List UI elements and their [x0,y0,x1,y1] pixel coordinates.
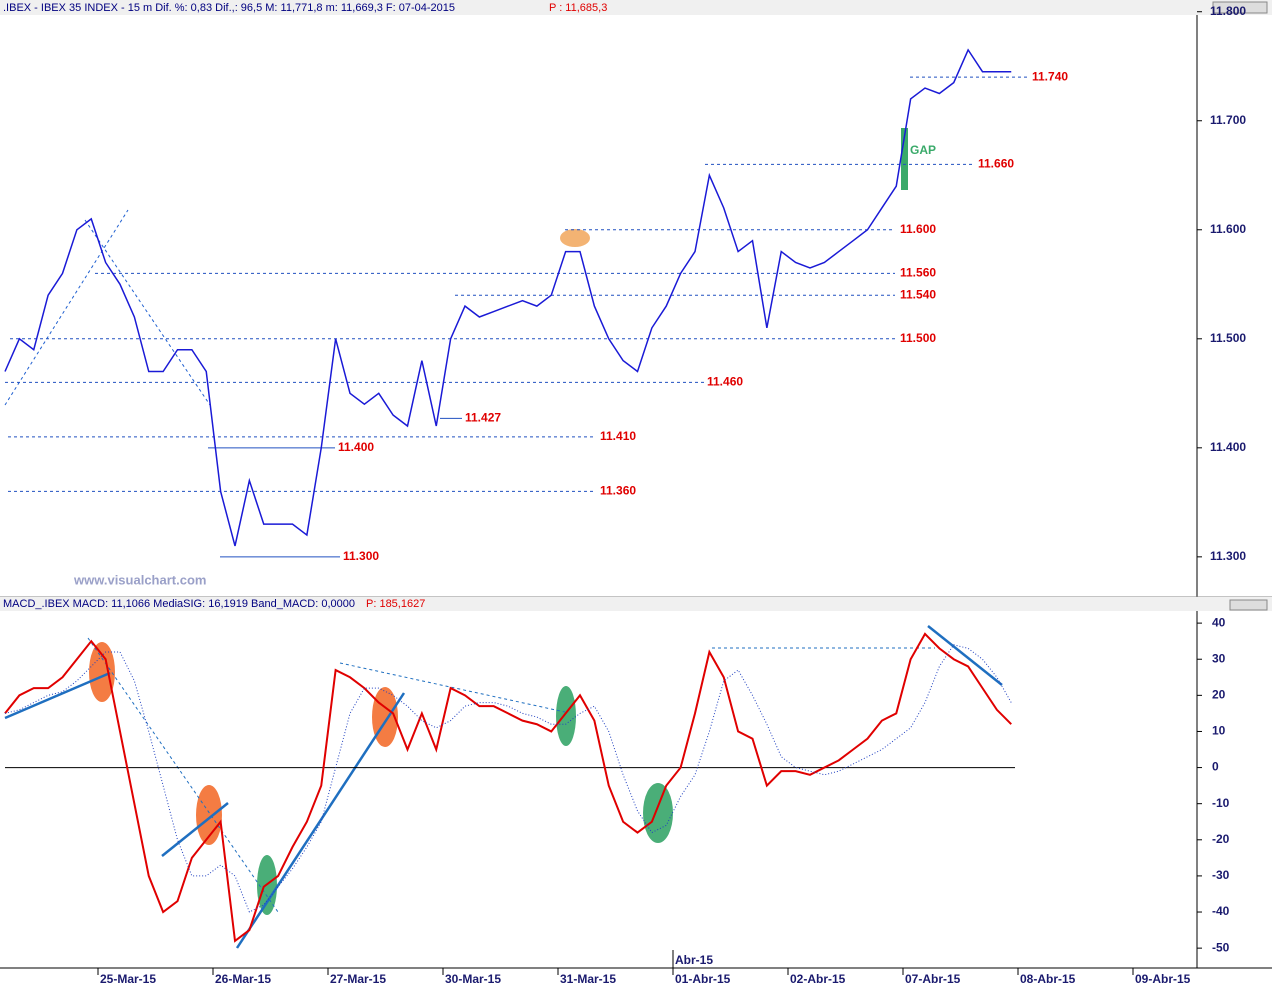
window-buttons[interactable] [1212,1,1268,14]
trend-line [339,662,566,713]
macd-header-bar [0,597,1272,611]
x-tick-label: 27-Mar-15 [330,972,386,986]
header-bar [0,0,1272,15]
x-tick-label: 30-Mar-15 [445,972,501,986]
last-price: P : 11,685,3 [549,2,607,14]
y-tick-label: 11.400 [1210,440,1246,454]
level-label: 11.460 [707,375,743,389]
series-line [4,48,1012,547]
level-label: 11.427 [465,411,501,425]
trend-line [4,209,129,406]
x-marker-label: Abr-15 [675,953,713,967]
level-label: 11.410 [600,429,636,443]
level-label: 11.360 [600,484,636,498]
y-tick-label: 30 [1212,651,1226,665]
x-tick-label: 07-Abr-15 [905,972,961,986]
y-tick-label: 11.800 [1210,4,1246,18]
x-tick-label: 02-Abr-15 [790,972,846,986]
highlight [196,785,222,845]
y-tick-label: 10 [1212,724,1226,738]
level-label: 11.500 [900,331,936,345]
x-tick-label: 25-Mar-15 [100,972,156,986]
watermark: www.visualchart.com [73,572,206,587]
chart-title: .IBEX - IBEX 35 INDEX - 15 m Dif. %: 0,8… [3,2,455,14]
macd-last: P: 185,1627 [366,598,425,610]
gap-marker [901,128,908,190]
y-tick-label: 20 [1212,688,1226,702]
x-tick-label: 08-Abr-15 [1020,972,1076,986]
trend-line [161,802,229,857]
level-label: 11.740 [1032,69,1068,83]
level-label: 11.600 [900,222,936,236]
trend-line [927,625,1003,686]
y-tick-label: 0 [1212,760,1219,774]
trend-line [4,671,111,720]
x-tick-label: 09-Abr-15 [1135,972,1191,986]
level-label: 11.540 [900,287,936,301]
trend-line [235,692,406,949]
y-tick-label: -50 [1212,940,1230,954]
y-tick-label: 11.600 [1210,222,1246,236]
level-label: 11.300 [343,549,379,563]
y-tick-label: 11.700 [1210,113,1246,127]
y-tick-label: -10 [1212,796,1230,810]
trend-line [87,637,279,913]
x-tick-label: 26-Mar-15 [215,972,271,986]
x-tick-label: 31-Mar-15 [560,972,616,986]
highlight [560,229,590,247]
level-label: 11.400 [338,440,374,454]
y-tick-label: 11.300 [1210,549,1246,563]
gap-label: GAP [910,143,936,157]
x-tick-label: 01-Abr-15 [675,972,731,986]
highlight [556,686,576,746]
level-label: 11.560 [900,266,936,280]
highlight [643,783,673,843]
level-label: 11.660 [978,157,1014,171]
trend-line [84,219,211,406]
macd-title: MACD_.IBEX MACD: 11,1066 MediaSIG: 16,19… [3,598,355,610]
y-tick-label: 40 [1212,615,1226,629]
y-tick-label: -20 [1212,832,1230,846]
window-buttons[interactable] [1229,599,1268,611]
highlight [89,642,115,702]
y-tick-label: 11.500 [1210,331,1246,345]
y-tick-label: -40 [1212,904,1230,918]
series-line [4,632,1012,943]
y-tick-label: -30 [1212,868,1230,882]
